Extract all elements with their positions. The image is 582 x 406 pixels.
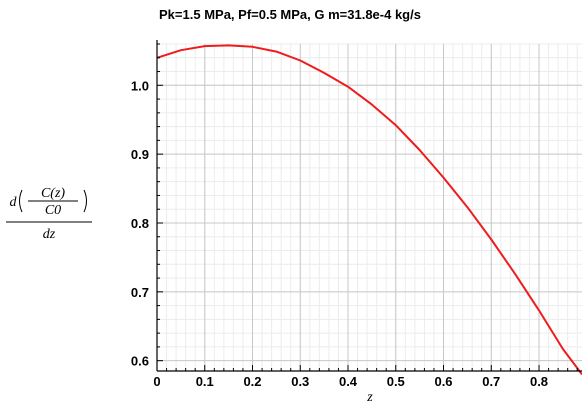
y-tick-label: 0.7: [131, 285, 149, 300]
major-grid: [157, 44, 582, 371]
x-tick-label: 0.3: [291, 374, 309, 389]
x-tick-label: 0.4: [339, 374, 358, 389]
x-ticks: 0 0.1 0.2 0.3 0.4 0.5 0.6 0.7 0.8: [153, 374, 548, 389]
x-tick-label: 0.6: [434, 374, 452, 389]
y-label-numerator: C(z): [41, 186, 65, 201]
x-axis-label: z: [366, 390, 373, 405]
x-tick-label: 0.8: [530, 374, 548, 389]
axes: [156, 40, 582, 372]
x-tick-label: 0.2: [243, 374, 261, 389]
y-label-paren-right: [83, 189, 87, 213]
y-tick-label: 0.9: [131, 147, 149, 162]
y-label-paren-left: [19, 189, 23, 213]
minor-grid: [156, 43, 582, 371]
y-label-denominator: C0: [45, 203, 61, 218]
y-axis-label: d C(z) C0 dz: [6, 186, 92, 242]
y-tick-label: 0.6: [131, 354, 149, 369]
chart-title: Pk=1.5 MPa, Pf=0.5 MPa, G m=31.8e-4 kg/s: [159, 7, 421, 22]
y-ticks: 0.6 0.7 0.8 0.9 1.0: [131, 78, 149, 368]
x-tick-label: 0.7: [482, 374, 500, 389]
x-tick-label: 0.1: [196, 374, 214, 389]
series-layer: [156, 44, 582, 376]
y-tick-label: 0.8: [131, 216, 149, 231]
x-tick-label: 0: [153, 374, 160, 389]
series-line: [156, 44, 582, 376]
y-label-prefix: d: [10, 195, 18, 210]
x-tick-label: 0.5: [387, 374, 405, 389]
y-label-bottom: dz: [43, 227, 56, 242]
y-tick-label: 1.0: [131, 78, 149, 93]
